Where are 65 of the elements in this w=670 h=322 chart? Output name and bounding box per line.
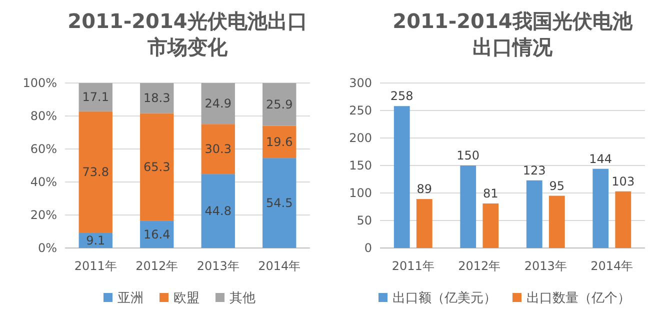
data-label: 19.6 (266, 134, 293, 149)
x-tick-label: 2011年 (74, 259, 117, 273)
legend-label: 其他 (230, 291, 256, 306)
bar (262, 126, 296, 158)
data-label: 16.4 (144, 227, 170, 242)
data-label: 17.1 (82, 90, 109, 104)
legend-label: 亚洲 (118, 291, 144, 306)
legend-label: 出口数量（亿个） (526, 291, 630, 306)
data-label: 144 (589, 152, 612, 166)
chart-title: 2011-2014我国光伏电池出口情况 (392, 8, 632, 60)
data-label: 258 (390, 89, 414, 104)
y-tick-label: 100 (349, 186, 372, 200)
x-tick-label: 2012年 (136, 259, 178, 273)
y-tick-label: 250 (349, 104, 372, 118)
bar (78, 111, 112, 233)
y-tick-label: 300 (349, 76, 372, 90)
data-label: 103 (612, 174, 635, 188)
x-tick-label: 2011年 (392, 259, 434, 273)
y-tick-label: 200 (349, 131, 372, 145)
bar (140, 113, 174, 221)
legend-label: 欧盟 (174, 291, 200, 306)
data-label: 9.1 (86, 233, 106, 248)
legend-label: 出口额（亿美元） (392, 290, 496, 306)
bar (615, 191, 632, 248)
data-label: 89 (416, 182, 432, 196)
chart-title: 2011-2014光伏电池出口市场变化 (68, 8, 308, 60)
y-tick-label: 0% (38, 241, 57, 255)
data-label: 25.9 (266, 97, 293, 112)
data-label: 150 (456, 148, 480, 162)
data-label: 123 (522, 163, 546, 178)
data-label: 44.8 (204, 204, 232, 218)
bar (394, 106, 410, 248)
x-tick-label: 2012年 (458, 259, 501, 273)
bar (460, 166, 476, 248)
y-tick-label: 20% (30, 208, 57, 222)
y-tick-label: 0 (364, 241, 372, 255)
y-tick-label: 80% (30, 109, 57, 123)
x-tick-label: 2013年 (196, 259, 240, 273)
x-tick-label: 2014年 (258, 259, 301, 273)
bar (262, 83, 296, 126)
bar (262, 158, 296, 248)
data-label: 95 (549, 178, 565, 193)
bar (482, 203, 499, 248)
bar (201, 174, 235, 248)
y-tick-label: 50 (356, 214, 372, 228)
data-label: 54.5 (266, 196, 293, 210)
x-tick-label: 2014年 (590, 259, 634, 273)
data-label: 18.3 (144, 91, 170, 106)
bar (201, 83, 235, 124)
bar (548, 196, 565, 248)
y-tick-label: 150 (349, 158, 372, 172)
bar (526, 180, 542, 248)
y-tick-label: 40% (30, 175, 57, 189)
y-tick-label: 60% (30, 142, 57, 156)
data-label: 81 (482, 186, 498, 200)
data-label: 30.3 (204, 142, 232, 156)
bar (592, 168, 609, 248)
bar (78, 83, 112, 112)
data-label: 73.8 (82, 165, 109, 180)
bar (416, 199, 432, 248)
bar (201, 124, 235, 174)
y-tick-label: 100% (22, 76, 57, 90)
x-tick-label: 2013年 (524, 259, 567, 273)
data-label: 24.9 (204, 96, 232, 111)
data-label: 65.3 (144, 160, 170, 174)
